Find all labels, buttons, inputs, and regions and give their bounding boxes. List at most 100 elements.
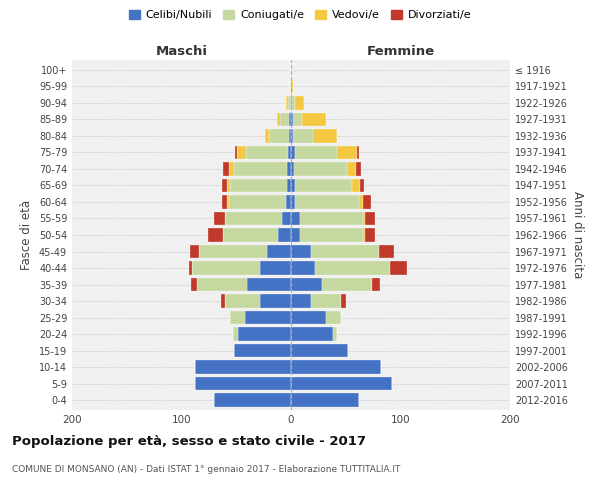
Bar [288, 146, 291, 159]
Bar [221, 294, 226, 308]
Bar [291, 80, 293, 93]
Bar [291, 195, 295, 209]
Bar [291, 311, 326, 324]
Text: Popolazione per età, sesso e stato civile - 2017: Popolazione per età, sesso e stato civil… [12, 435, 366, 448]
Bar [300, 228, 363, 242]
Bar [230, 311, 245, 324]
Bar [227, 195, 229, 209]
Bar [294, 162, 347, 175]
Bar [291, 129, 293, 142]
Bar [234, 162, 287, 175]
Bar [291, 377, 392, 390]
Bar [363, 228, 365, 242]
Bar [287, 162, 291, 175]
Bar [222, 195, 227, 209]
Bar [295, 178, 352, 192]
Bar [197, 278, 247, 291]
Bar [226, 212, 282, 226]
Bar [326, 311, 341, 324]
Bar [286, 96, 288, 110]
Y-axis label: Anni di nascita: Anni di nascita [571, 192, 584, 278]
Bar [352, 178, 360, 192]
Bar [291, 228, 300, 242]
Bar [282, 212, 291, 226]
Bar [260, 261, 291, 275]
Bar [365, 212, 376, 226]
Bar [222, 178, 227, 192]
Bar [291, 344, 348, 358]
Bar [295, 96, 304, 110]
Bar [293, 129, 313, 142]
Bar [280, 112, 289, 126]
Bar [267, 244, 291, 258]
Bar [191, 278, 197, 291]
Bar [289, 112, 291, 126]
Bar [322, 278, 372, 291]
Bar [363, 195, 371, 209]
Bar [214, 212, 226, 226]
Text: Femmine: Femmine [367, 46, 434, 59]
Bar [363, 212, 365, 226]
Bar [199, 244, 267, 258]
Bar [234, 344, 291, 358]
Bar [291, 162, 294, 175]
Bar [287, 178, 291, 192]
Bar [291, 360, 381, 374]
Bar [193, 261, 260, 275]
Bar [223, 228, 278, 242]
Bar [230, 178, 287, 192]
Bar [290, 80, 291, 93]
Bar [229, 195, 286, 209]
Bar [235, 146, 238, 159]
Bar [291, 394, 359, 407]
Bar [356, 162, 361, 175]
Bar [247, 278, 291, 291]
Bar [311, 294, 341, 308]
Bar [315, 261, 389, 275]
Bar [291, 96, 295, 110]
Bar [357, 146, 359, 159]
Bar [229, 162, 234, 175]
Bar [260, 294, 291, 308]
Bar [233, 328, 238, 341]
Bar [311, 244, 379, 258]
Bar [295, 146, 337, 159]
Bar [227, 178, 230, 192]
Bar [389, 261, 407, 275]
Bar [313, 129, 337, 142]
Bar [208, 228, 223, 242]
Bar [291, 328, 332, 341]
Bar [291, 212, 300, 226]
Bar [341, 294, 346, 308]
Bar [291, 278, 322, 291]
Bar [246, 146, 288, 159]
Bar [291, 294, 311, 308]
Bar [238, 146, 246, 159]
Bar [245, 311, 291, 324]
Bar [286, 195, 291, 209]
Bar [302, 112, 326, 126]
Bar [360, 178, 364, 192]
Text: COMUNE DI MONSANO (AN) - Dati ISTAT 1° gennaio 2017 - Elaborazione TUTTITALIA.IT: COMUNE DI MONSANO (AN) - Dati ISTAT 1° g… [12, 465, 400, 474]
Bar [293, 112, 302, 126]
Y-axis label: Fasce di età: Fasce di età [20, 200, 33, 270]
Bar [379, 244, 394, 258]
Bar [291, 244, 311, 258]
Bar [190, 244, 199, 258]
Bar [337, 146, 356, 159]
Bar [295, 195, 359, 209]
Bar [291, 146, 295, 159]
Bar [277, 112, 280, 126]
Bar [194, 360, 291, 374]
Bar [278, 228, 291, 242]
Bar [238, 328, 291, 341]
Bar [289, 129, 291, 142]
Bar [332, 328, 337, 341]
Bar [189, 261, 193, 275]
Bar [359, 195, 363, 209]
Bar [269, 129, 289, 142]
Bar [365, 228, 376, 242]
Bar [300, 212, 363, 226]
Bar [291, 178, 295, 192]
Bar [288, 96, 291, 110]
